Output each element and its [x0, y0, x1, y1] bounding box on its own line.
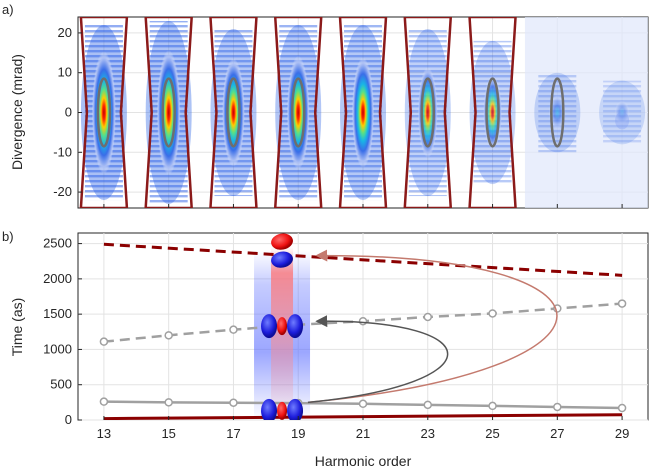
- x-tick-label-29: 29: [615, 426, 629, 441]
- aperture-outline-21: [338, 17, 388, 208]
- orbital-top-lobe-blue: [271, 251, 293, 268]
- y-tick-label-a--10: -10: [53, 144, 72, 159]
- panel-a: -20 -10 0 10 20 a) Divergence (mrad): [2, 2, 649, 209]
- harmonic-spot-21: [351, 57, 375, 168]
- y-tick-label-b-1000: 1000: [43, 341, 72, 356]
- aperture-outline-13: [79, 17, 129, 208]
- orbital-bottom-lobe-blue-right: [287, 398, 304, 420]
- harmonic-faint-tail: [615, 111, 630, 130]
- short-trajectory-ellipse-25: [485, 77, 500, 148]
- harmonic-spot-13: [91, 51, 116, 174]
- x-tick-label-15: 15: [161, 426, 175, 441]
- series-3-point-13: [99, 397, 109, 406]
- y-tick-label-b-500: 500: [50, 377, 72, 392]
- return-arrow-short: [307, 315, 449, 404]
- y-tick-label-a-0: 0: [65, 105, 72, 120]
- aperture-outline-23: [403, 17, 453, 208]
- series-3-point-17: [229, 398, 238, 407]
- harmonic-spot-15: [156, 50, 181, 175]
- x-tick-label-17: 17: [226, 426, 240, 441]
- series-2-point-17: [229, 325, 238, 334]
- y-tick-label-a-10: 10: [58, 65, 72, 80]
- harmonic-spot-29: [614, 100, 630, 125]
- harmonic-spot-19: [286, 55, 310, 170]
- x-tick-label-27: 27: [550, 426, 564, 441]
- aperture-outline-15: [144, 17, 193, 208]
- short-trajectory-ellipse-19: [290, 77, 306, 148]
- x-tick-label-25: 25: [485, 426, 499, 441]
- x-tick-label-19: 19: [291, 426, 305, 441]
- short-trajectory-ellipse-27: [550, 77, 565, 148]
- series-2-point-15: [164, 331, 173, 340]
- series-3-point-15: [164, 398, 173, 407]
- orbital-middle-lobe-blue-left: [261, 314, 278, 339]
- panel-b-label: b): [2, 229, 14, 244]
- panel-b-marks: [99, 233, 627, 420]
- harmonic-spot-27: [548, 95, 566, 130]
- short-trajectory-ellipse-23: [420, 77, 436, 148]
- aperture-outline-19: [273, 17, 323, 208]
- panel-a-marks: [79, 17, 648, 208]
- series-3-point-25: [488, 401, 497, 411]
- orbital-top-lobe-red: [271, 233, 293, 250]
- panel-b-x-axis-label: Harmonic order: [315, 453, 412, 469]
- x-tick-label-23: 23: [421, 426, 435, 441]
- x-tick-label-21: 21: [356, 426, 370, 441]
- series-3-point-27: [553, 402, 562, 412]
- series-3-point-21: [358, 399, 368, 409]
- series-2-point-25: [488, 309, 497, 318]
- series-2-point-29: [617, 299, 627, 308]
- short-trajectory-ellipse-13: [96, 77, 112, 148]
- y-tick-label-a-20: 20: [58, 25, 72, 40]
- return-arrow-long: [307, 249, 558, 404]
- y-tick-label-b-2500: 2500: [43, 236, 72, 251]
- series-2-point-13: [99, 337, 109, 346]
- series-3-point-23: [423, 400, 433, 410]
- series-line-0: [103, 242, 623, 277]
- x-tick-label-13: 13: [97, 426, 111, 441]
- short-trajectory-ellipse-15: [161, 77, 176, 148]
- panel-a-y-axis-label: Divergence (mrad): [9, 54, 25, 170]
- panel-b-x-ticks: 13 15 17 19 21 23 25 27 29: [97, 416, 629, 441]
- orbital-middle-lobe-red-center: [277, 317, 288, 336]
- aperture-outline-17: [209, 17, 258, 208]
- panel-b-y-ticks: 0 500 1000 1500 2000 2500: [43, 236, 82, 427]
- y-tick-label-b-0: 0: [65, 412, 72, 427]
- y-tick-label-b-2000: 2000: [43, 271, 72, 286]
- short-trajectory-ellipse-17: [226, 77, 241, 148]
- orbital-bottom-lobe-blue-left: [261, 398, 278, 420]
- series-2-point-21: [358, 316, 368, 326]
- y-tick-label-b-1500: 1500: [43, 306, 72, 321]
- panel-a-y-ticks: -20 -10 0 10 20: [53, 25, 623, 208]
- series-2-point-23: [423, 312, 433, 322]
- panel-a-label: a): [2, 2, 14, 17]
- orbital-bottom-lobe-red-center: [277, 401, 288, 420]
- y-tick-label-a--20: -20: [53, 184, 72, 199]
- harmonic-spot-17: [222, 58, 245, 167]
- series-3-point-29: [617, 403, 627, 413]
- aperture-outline-25: [468, 17, 517, 208]
- panel-b-y-axis-label: Time (as): [9, 298, 25, 357]
- orbital-middle-lobe-blue-right: [287, 314, 304, 339]
